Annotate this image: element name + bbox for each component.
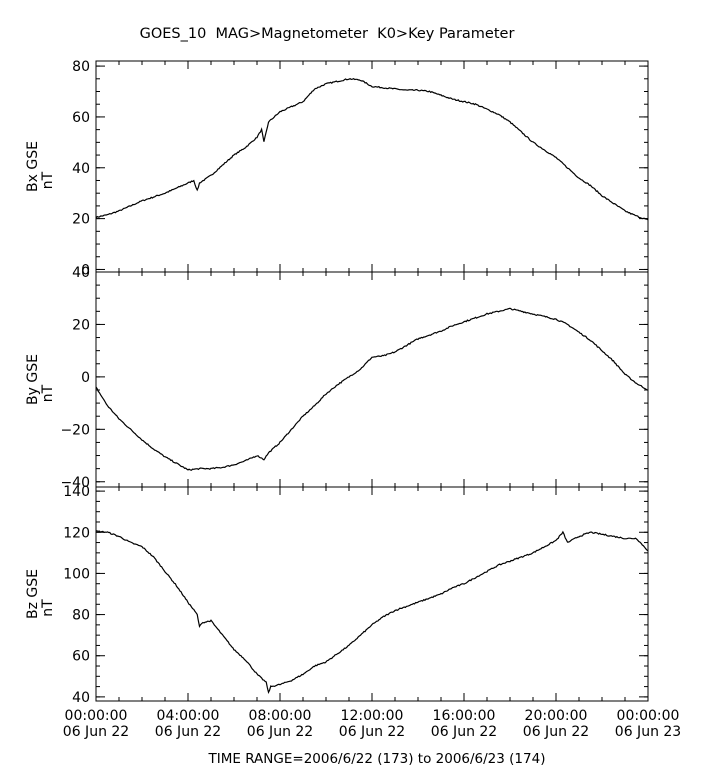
x-tick-label-date: 06 Jun 22 <box>523 724 589 740</box>
panel-frame <box>95 271 649 488</box>
x-tick-label-date: 06 Jun 23 <box>615 724 681 740</box>
time-range-label: TIME RANGE=2006/6/22 (173) to 2006/6/23 … <box>208 751 546 767</box>
y-axis-unit: nT <box>40 599 56 617</box>
x-tick-label-time: 12:00:00 <box>341 708 404 724</box>
x-tick-label-time: 08:00:00 <box>249 708 312 724</box>
x-tick-label-date: 06 Jun 22 <box>339 724 405 740</box>
y-tick-label: 100 <box>63 566 90 582</box>
figure-title: GOES_10 MAG>Magnetometer K0>Key Paramete… <box>140 26 515 42</box>
y-tick-label: 80 <box>72 608 90 624</box>
x-tick-label-time: 00:00:00 <box>65 708 128 724</box>
x-tick-label-time: 20:00:00 <box>525 708 588 724</box>
bx-gse-panel: 0 20 40 60 80 Bx GSE nT <box>25 59 649 278</box>
x-tick-label-date: 06 Jun 22 <box>247 724 313 740</box>
y-axis-label: By GSE <box>25 354 41 405</box>
x-tick-label-date: 06 Jun 22 <box>431 724 497 740</box>
y-axis-unit: nT <box>40 171 56 189</box>
x-tick-label-date: 06 Jun 22 <box>155 724 221 740</box>
x-tick-label-time: 00:00:00 <box>617 708 680 724</box>
y-tick-label: −20 <box>60 422 90 438</box>
bz-gse-panel: 40 60 80 100 120 140 Bz GSE nT <box>25 484 649 706</box>
y-tick-label: 0 <box>81 262 90 278</box>
data-line <box>95 78 649 221</box>
y-tick-label: 40 <box>72 161 90 177</box>
y-tick-label: 40 <box>72 690 90 706</box>
x-tick-label-time: 04:00:00 <box>157 708 220 724</box>
y-tick-label: 40 <box>72 265 90 281</box>
y-tick-label: 60 <box>72 110 90 126</box>
y-tick-label: 20 <box>72 317 90 333</box>
by-gse-panel: −40 −20 0 20 40 By GSE nT <box>25 265 649 491</box>
x-tick-label-date: 06 Jun 22 <box>63 724 129 740</box>
y-axis-label: Bz GSE <box>25 569 41 619</box>
y-axis-unit: nT <box>40 384 56 402</box>
y-tick-label: −40 <box>60 475 90 491</box>
y-tick-label: 80 <box>72 59 90 75</box>
data-line <box>95 307 649 471</box>
data-line <box>95 530 649 695</box>
y-tick-label: 20 <box>72 212 90 228</box>
y-tick-label: 60 <box>72 649 90 665</box>
panel-frame <box>95 486 649 702</box>
x-tick-label-time: 16:00:00 <box>433 708 496 724</box>
y-tick-label: 0 <box>81 370 90 386</box>
y-tick-label: 140 <box>63 484 90 500</box>
y-axis-label: Bx GSE <box>25 141 41 192</box>
y-tick-label: 120 <box>63 525 90 541</box>
